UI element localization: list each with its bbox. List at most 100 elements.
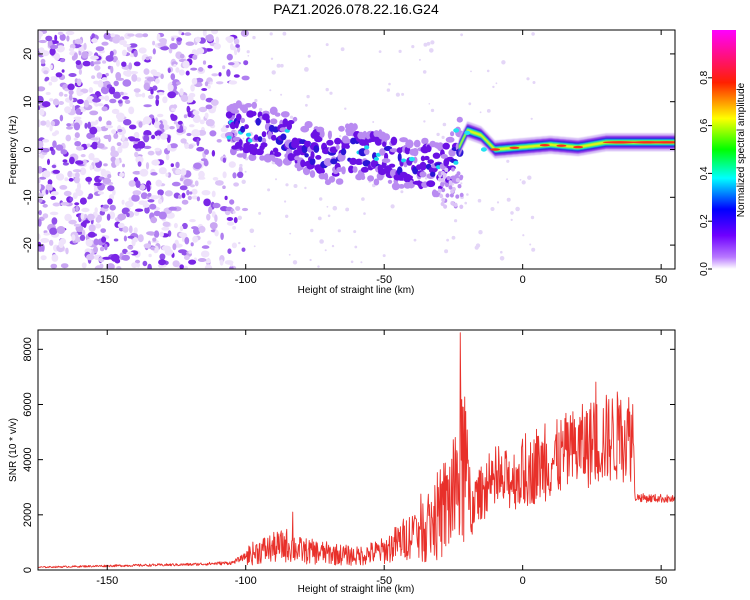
noise-speckle: [106, 120, 112, 126]
noise-speckle: [69, 93, 73, 101]
noise-speckle: [132, 190, 142, 196]
noise-speckle: [173, 64, 177, 67]
noise-speckle: [82, 60, 91, 67]
noise-speckle: [304, 67, 309, 72]
signal-cell: [432, 152, 441, 159]
noise-speckle: [74, 202, 80, 206]
noise-speckle: [325, 43, 329, 47]
noise-speckle: [68, 89, 74, 95]
noise-speckle: [492, 85, 495, 89]
noise-speckle: [506, 159, 510, 163]
signal-cell: [276, 158, 283, 167]
noise-speckle: [49, 44, 59, 50]
noise-speckle: [136, 77, 142, 82]
signal-cell: [398, 184, 405, 189]
noise-speckle: [171, 37, 175, 41]
noise-speckle: [143, 116, 152, 125]
signal-peak: [408, 156, 415, 162]
noise-speckle: [38, 119, 41, 128]
signal-cell: [259, 155, 265, 161]
signal-cell: [426, 180, 436, 188]
noise-speckle: [98, 96, 106, 100]
noise-speckle: [288, 253, 291, 256]
noise-speckle: [241, 207, 249, 212]
signal-cell: [328, 176, 336, 183]
noise-speckle: [426, 41, 431, 46]
noise-speckle: [121, 199, 125, 205]
noise-speckle: [49, 64, 53, 70]
noise-speckle: [222, 157, 227, 163]
noise-speckle: [310, 228, 314, 233]
noise-speckle: [202, 30, 207, 37]
noise-speckle: [170, 163, 174, 168]
noise-speckle: [110, 145, 116, 153]
noise-speckle: [83, 42, 87, 51]
noise-speckle: [206, 213, 211, 221]
signal-peak: [453, 128, 460, 133]
noise-speckle: [94, 207, 98, 214]
noise-speckle: [143, 243, 152, 249]
noise-speckle: [177, 120, 183, 125]
noise-speckle: [142, 260, 148, 267]
noise-speckle: [162, 124, 170, 131]
noise-speckle: [254, 98, 258, 103]
noise-speckle: [197, 258, 207, 262]
noise-speckle: [292, 260, 298, 265]
spectrogram-heatmap: [38, 30, 675, 269]
noise-speckle: [72, 104, 76, 113]
signal-cell: [251, 101, 257, 109]
noise-speckle: [49, 47, 56, 56]
noise-speckle: [167, 67, 171, 74]
noise-speckle: [159, 253, 166, 260]
noise-speckle: [253, 245, 256, 248]
signal-cell: [363, 148, 370, 155]
noise-speckle: [143, 104, 152, 108]
signal-cell: [326, 139, 334, 146]
noise-speckle: [309, 258, 312, 262]
noise-speckle: [142, 33, 149, 38]
noise-speckle: [141, 92, 146, 98]
noise-speckle: [293, 184, 298, 188]
signal-cell: [338, 125, 345, 132]
noise-speckle: [73, 116, 82, 120]
noise-speckle: [460, 182, 463, 185]
noise-speckle: [154, 147, 161, 152]
noise-speckle: [42, 170, 51, 178]
noise-speckle: [495, 82, 498, 85]
noise-speckle: [157, 42, 166, 47]
x-tick-label: -50: [376, 575, 392, 587]
signal-cell: [430, 171, 436, 177]
signal-cell: [319, 129, 325, 138]
noise-speckle: [50, 263, 58, 269]
noise-speckle: [271, 70, 276, 75]
x-tick-label: -150: [96, 575, 118, 587]
noise-speckle: [126, 212, 130, 218]
signal-cell: [443, 204, 448, 209]
noise-speckle: [52, 98, 60, 106]
noise-speckle: [184, 237, 190, 245]
noise-speckle: [51, 254, 59, 262]
noise-speckle: [56, 226, 66, 234]
noise-speckle: [238, 241, 241, 245]
signal-cell: [450, 201, 455, 206]
noise-speckle: [496, 201, 500, 204]
noise-speckle: [132, 237, 138, 243]
noise-speckle: [164, 190, 173, 197]
noise-speckle: [80, 154, 86, 158]
noise-speckle: [229, 261, 233, 267]
noise-speckle: [155, 78, 160, 84]
signal-cell: [373, 130, 380, 138]
noise-speckle: [325, 87, 329, 92]
noise-speckle: [267, 188, 271, 192]
noise-speckle: [191, 129, 201, 138]
noise-speckle: [50, 40, 59, 44]
noise-speckle: [76, 91, 84, 96]
signal-cell: [445, 193, 450, 198]
noise-speckle: [111, 108, 120, 115]
noise-speckle: [233, 217, 238, 224]
noise-speckle: [119, 91, 124, 96]
noise-speckle: [167, 91, 177, 99]
signal-cell: [442, 174, 447, 179]
noise-speckle: [395, 92, 400, 97]
noise-speckle: [134, 259, 141, 264]
